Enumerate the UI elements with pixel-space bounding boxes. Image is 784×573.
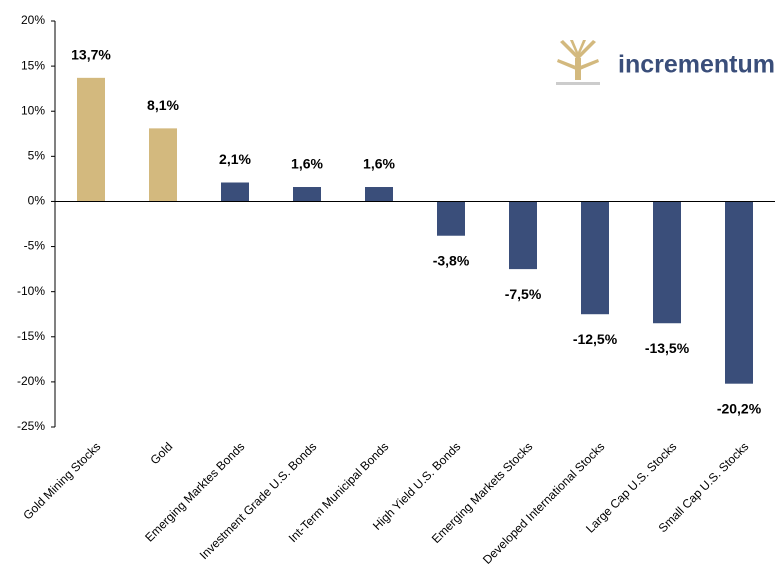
y-tick-label: 15% [21,58,45,72]
x-tick-label: Investment Grade U.S. Bonds [197,439,320,562]
y-tick-label: 5% [28,149,46,163]
value-label: -20,2% [717,400,762,416]
x-tick-label: Developed International Stocks [480,439,607,566]
bar [77,77,105,202]
bar [725,201,753,384]
value-label: 1,6% [291,156,323,172]
y-tick-label: -15% [17,329,45,343]
y-tick-label: -25% [17,419,45,433]
bar [149,128,177,202]
value-label: 1,6% [363,156,395,172]
y-tick-label: 0% [28,194,46,208]
x-tick-label: Gold Mining Stocks [20,439,103,522]
logo-text: incrementum [618,51,775,79]
value-label: 8,1% [147,97,179,113]
bar [437,201,465,236]
bar [221,182,249,202]
y-tick-label: -5% [24,239,46,253]
y-tick-label: -20% [17,374,45,388]
value-label: -13,5% [645,340,690,356]
x-tick-label: Gold [148,439,176,467]
value-label: -12,5% [573,331,618,347]
bar [653,201,681,324]
y-tick-label: 20% [21,13,45,27]
bar [509,201,537,270]
y-tick-label: 10% [21,103,45,117]
bar [365,187,393,202]
value-label: -3,8% [433,252,470,268]
value-label: -7,5% [505,286,542,302]
y-tick-label: -10% [17,284,45,298]
logo-icon [556,40,600,85]
bar [581,201,609,315]
value-label: 13,7% [71,47,111,63]
bar [293,187,321,202]
value-label: 2,1% [219,151,251,167]
